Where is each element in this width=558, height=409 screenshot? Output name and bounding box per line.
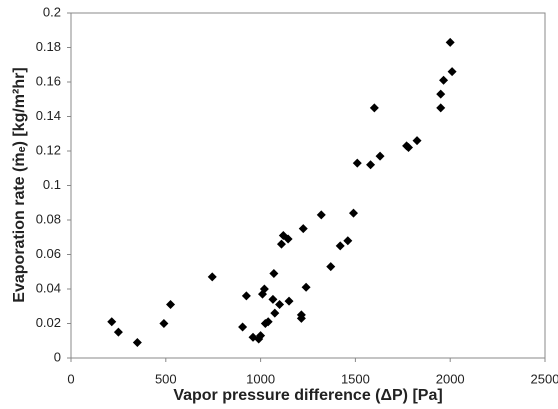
x-tick-label: 1500 xyxy=(341,371,370,386)
point xyxy=(301,282,311,292)
point xyxy=(439,75,449,85)
point xyxy=(269,268,279,278)
point xyxy=(343,236,353,246)
y-axis-title: Evaporation rate (ṁₑ) [kg/m²hr] xyxy=(11,67,28,302)
point xyxy=(349,208,359,218)
point xyxy=(275,300,285,310)
point xyxy=(268,294,278,304)
y-tick-label: 0.14 xyxy=(36,108,61,123)
y-tick-label: 0.16 xyxy=(36,73,61,88)
point xyxy=(166,300,176,310)
point xyxy=(316,210,326,220)
point xyxy=(238,322,248,332)
y-tick-label: 0.04 xyxy=(36,280,61,295)
point xyxy=(335,241,345,251)
point xyxy=(436,89,446,99)
point xyxy=(366,160,376,170)
point xyxy=(403,143,413,153)
x-tick-label: 1000 xyxy=(246,371,275,386)
x-tick-label: 2500 xyxy=(531,371,558,386)
point xyxy=(296,310,306,320)
point xyxy=(298,224,308,234)
y-tick-label: 0.08 xyxy=(36,211,61,226)
y-tick-label: 0.12 xyxy=(36,142,61,157)
plot-frame xyxy=(70,12,546,359)
x-tick-label: 2000 xyxy=(436,371,465,386)
point xyxy=(447,67,457,77)
point xyxy=(375,151,385,161)
y-tick-label: 0 xyxy=(54,349,61,364)
point xyxy=(436,103,446,113)
point xyxy=(283,234,293,244)
point xyxy=(445,37,455,47)
point xyxy=(259,284,269,294)
point xyxy=(352,158,362,168)
point xyxy=(132,337,142,347)
x-tick-label: 0 xyxy=(67,371,74,386)
x-tick-label: 500 xyxy=(155,371,177,386)
point xyxy=(270,308,280,318)
point xyxy=(241,291,251,301)
y-tick-label: 0.1 xyxy=(43,177,61,192)
y-tick-label: 0.18 xyxy=(36,39,61,54)
y-tick-label: 0.02 xyxy=(36,315,61,330)
y-tick-label: 0.2 xyxy=(43,4,61,19)
x-axis-title: Vapor pressure difference (ΔP) [Pa] xyxy=(173,387,442,404)
point xyxy=(263,317,273,327)
point xyxy=(207,272,217,282)
point xyxy=(159,319,169,328)
point xyxy=(369,103,379,113)
y-tick-label: 0.06 xyxy=(36,246,61,261)
point xyxy=(284,296,294,306)
point xyxy=(326,262,336,272)
point xyxy=(412,136,422,146)
point xyxy=(113,327,123,337)
point xyxy=(107,317,117,327)
point xyxy=(276,239,286,249)
point xyxy=(256,331,266,341)
